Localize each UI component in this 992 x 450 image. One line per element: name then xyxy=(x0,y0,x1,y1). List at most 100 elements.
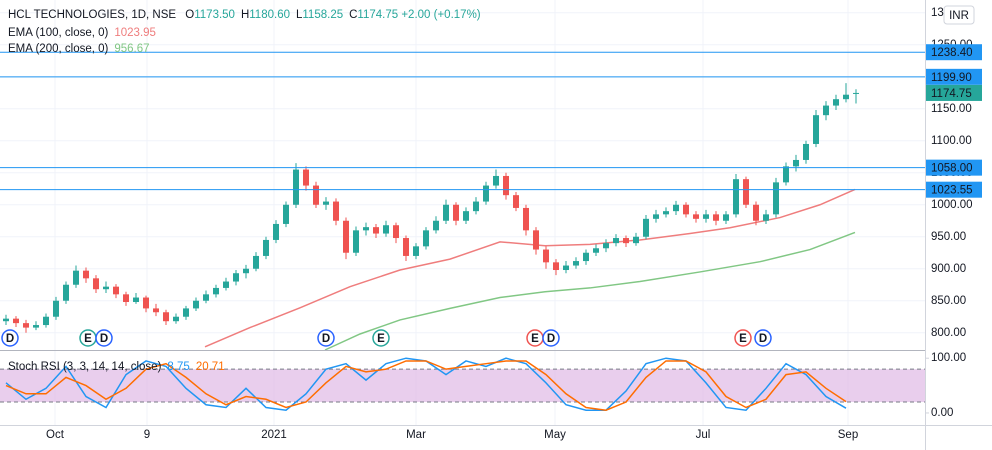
event-marker xyxy=(754,329,772,347)
ema-value: 1023.95 xyxy=(114,27,156,39)
ema-line xyxy=(204,188,856,348)
candle-body xyxy=(723,214,729,221)
candle-body xyxy=(103,286,109,290)
candle-body xyxy=(313,185,319,205)
candle-body xyxy=(113,286,119,295)
candle-body xyxy=(703,214,709,219)
candle-body xyxy=(423,230,429,247)
candle-body xyxy=(303,169,309,186)
event-label: E xyxy=(377,333,385,345)
candle-body xyxy=(373,227,379,234)
price-label-bg xyxy=(926,44,982,61)
candle-body xyxy=(733,179,739,215)
candle-body xyxy=(163,312,169,322)
candle-body xyxy=(153,308,159,313)
x-tick-label: 2021 xyxy=(261,429,287,441)
candle-body xyxy=(273,223,279,240)
candle-body xyxy=(573,261,579,266)
price-label: 1058.00 xyxy=(931,163,973,175)
candle-body xyxy=(393,225,399,239)
y-tick-label: 1150.00 xyxy=(931,103,972,115)
candle-body xyxy=(83,270,89,279)
candle-body xyxy=(413,246,419,256)
event-label: D xyxy=(322,333,330,345)
price-label: 1199.90 xyxy=(931,72,972,84)
candle-body xyxy=(53,300,59,317)
stoch-tick-label: 100.00 xyxy=(931,352,966,364)
plot: Stoch RSI (3, 3, 14, 14, close) 8.75 20.71… xyxy=(0,51,925,412)
price-label-bg xyxy=(926,181,982,198)
price-label-bg xyxy=(926,68,982,85)
candle-body xyxy=(523,207,529,231)
candle-body xyxy=(673,204,679,212)
candle-body xyxy=(33,325,39,328)
event-label: E xyxy=(84,333,92,345)
stoch-band xyxy=(0,369,925,403)
x-tick-label: Oct xyxy=(46,429,65,441)
ohlc: O1173.50 H1180.60 L1158.25 C1174.75 xyxy=(185,9,398,21)
candle-body xyxy=(643,218,649,237)
candle-body xyxy=(613,238,619,244)
ohlc-key: L xyxy=(296,9,303,21)
event-label: D xyxy=(759,333,767,345)
stoch-tick-label: 0.00 xyxy=(931,407,953,419)
candle-body xyxy=(133,297,139,303)
event-marker xyxy=(1,329,19,347)
candle-body xyxy=(193,300,199,309)
candle-body xyxy=(683,204,689,215)
candle-body xyxy=(843,94,849,100)
symbol: HCL TECHNOLOGIES, 1D, NSE xyxy=(8,9,176,21)
ohlc-value: 1173.50 xyxy=(194,9,235,21)
currency[interactable]: INR xyxy=(949,10,969,22)
candle-body xyxy=(493,175,499,186)
ohlc-value: 1174.75 xyxy=(357,9,398,21)
stoch-value: 8.75 xyxy=(167,361,189,373)
candle-body xyxy=(443,204,449,221)
event-marker xyxy=(372,329,390,347)
candle-body xyxy=(463,211,469,221)
candle-body xyxy=(823,105,829,116)
ohlc-value: 1158.25 xyxy=(302,9,343,21)
price-label-bg xyxy=(926,159,982,176)
y-tick-label: 950.00 xyxy=(931,231,966,243)
candle-body xyxy=(213,287,219,295)
x-tick-label: Mar xyxy=(406,429,426,441)
candle-body xyxy=(513,195,519,208)
y-tick-label: 850.00 xyxy=(931,295,966,307)
candle-body xyxy=(173,316,179,322)
ohlc-key: O xyxy=(185,9,194,21)
candle-body xyxy=(343,220,349,253)
close-label-bg xyxy=(926,84,982,101)
candle-body xyxy=(63,284,69,301)
candle-body xyxy=(143,297,149,309)
ohlc-key: C xyxy=(349,9,357,21)
ema-name: EMA (200, close, 0) xyxy=(8,43,109,55)
candle-body xyxy=(793,159,799,167)
candle-body xyxy=(93,278,99,290)
candle-body xyxy=(663,211,669,215)
candle-body xyxy=(753,204,759,221)
y-tick-label: 800.00 xyxy=(931,327,966,339)
currency-box[interactable] xyxy=(943,5,975,25)
y-tick-label: 1000.00 xyxy=(931,199,973,211)
ema-value: 956.67 xyxy=(114,43,149,55)
price-label: 1238.40 xyxy=(931,47,973,59)
candle-body xyxy=(73,270,79,285)
candle-body xyxy=(693,214,699,219)
candle-body xyxy=(813,115,819,144)
event-marker xyxy=(542,329,560,347)
y-tick-label: 1100.00 xyxy=(931,135,972,147)
candle-body xyxy=(333,201,339,221)
candle-body xyxy=(43,316,49,326)
x-tick-label: Jul xyxy=(696,429,711,441)
candle-body xyxy=(353,230,359,253)
candle-body xyxy=(383,225,389,234)
candle-body xyxy=(593,248,599,253)
candle-body xyxy=(553,262,559,271)
x-tick-label: Sep xyxy=(838,429,858,441)
event-label: D xyxy=(6,333,14,345)
event-label: E xyxy=(739,333,747,345)
candle-body xyxy=(243,268,249,274)
candle-body xyxy=(483,185,489,202)
change: +2.00 (+0.17%) xyxy=(401,9,480,21)
